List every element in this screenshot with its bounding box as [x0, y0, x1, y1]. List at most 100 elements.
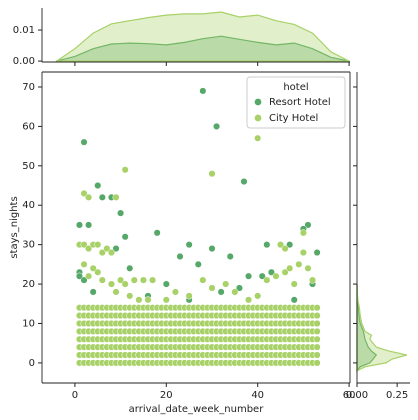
point	[313, 327, 321, 335]
point	[135, 296, 143, 304]
point	[245, 272, 253, 280]
x-tick-label: 0.00	[346, 390, 368, 401]
point	[304, 221, 312, 229]
point	[126, 292, 134, 300]
x-tick-label: 60	[343, 390, 356, 401]
point	[98, 248, 106, 257]
point	[107, 280, 116, 288]
x-tick-label: 20	[160, 390, 173, 401]
point	[117, 276, 125, 284]
point	[286, 264, 294, 272]
point	[254, 134, 262, 142]
point	[80, 276, 88, 284]
point	[281, 245, 289, 253]
point	[290, 280, 298, 288]
point	[267, 268, 275, 276]
kde-area	[55, 35, 351, 63]
kde-area	[356, 284, 407, 372]
kde-area	[56, 11, 351, 63]
y-axis-label: stays_nights	[9, 196, 20, 258]
point	[85, 245, 93, 253]
point	[107, 248, 116, 257]
legend-box	[246, 76, 346, 129]
y-tick-label: 50	[22, 161, 35, 172]
point	[240, 178, 248, 186]
point	[208, 245, 216, 253]
point	[208, 284, 216, 292]
point	[121, 166, 129, 174]
legend-label: City Hotel	[269, 113, 318, 124]
point	[80, 138, 88, 146]
point	[103, 245, 111, 253]
point	[94, 181, 102, 190]
point	[313, 319, 321, 328]
point	[89, 264, 97, 272]
point	[304, 264, 312, 272]
y-tick-label: 20	[22, 279, 35, 290]
point	[185, 241, 193, 249]
point	[313, 351, 321, 359]
point	[254, 292, 262, 300]
legend-title: hotel	[283, 82, 308, 93]
point	[75, 221, 84, 229]
point	[80, 241, 88, 249]
point	[290, 296, 298, 304]
point	[162, 280, 170, 288]
x-tick-label: 0	[72, 390, 78, 401]
point	[299, 248, 307, 257]
y-tick-label: 0.01	[13, 25, 35, 36]
point	[149, 276, 157, 284]
legend-marker	[254, 98, 262, 106]
legend-label: Resort Hotel	[269, 97, 331, 108]
point	[185, 292, 193, 300]
point	[272, 272, 280, 280]
point	[144, 296, 152, 304]
point	[299, 229, 307, 237]
point	[199, 276, 207, 284]
point	[121, 233, 129, 241]
point	[117, 209, 125, 217]
y-tick-label: 30	[22, 240, 35, 251]
point	[226, 252, 234, 261]
point	[85, 193, 93, 201]
y-tick-label: 10	[22, 318, 35, 329]
point	[313, 304, 321, 312]
x-tick-label: 40	[251, 390, 264, 401]
point	[85, 272, 93, 280]
y-tick-label: 40	[22, 200, 35, 211]
point	[112, 193, 120, 201]
point	[98, 276, 106, 284]
point	[130, 276, 138, 284]
legend-marker	[254, 114, 262, 122]
point	[281, 268, 289, 276]
x-axis-label: arrival_date_week_number	[129, 404, 265, 415]
point	[213, 122, 221, 130]
point	[112, 288, 120, 296]
point	[263, 276, 271, 284]
point	[162, 296, 170, 304]
point	[171, 288, 179, 296]
point	[313, 335, 321, 343]
point	[126, 264, 134, 272]
point	[121, 280, 129, 288]
point	[313, 359, 321, 367]
point	[176, 252, 184, 261]
point	[235, 284, 243, 292]
point	[80, 260, 88, 268]
point	[199, 87, 207, 95]
point	[313, 343, 321, 351]
point	[231, 288, 239, 296]
point	[258, 272, 266, 280]
point	[295, 260, 303, 268]
point	[276, 241, 285, 249]
y-tick-label: 0.00	[13, 56, 35, 67]
point	[217, 288, 225, 296]
point	[153, 229, 161, 237]
point	[80, 189, 88, 197]
point	[245, 296, 253, 304]
point	[112, 245, 120, 253]
point	[89, 288, 97, 296]
y-tick-label: 70	[22, 82, 35, 93]
point	[263, 241, 271, 249]
